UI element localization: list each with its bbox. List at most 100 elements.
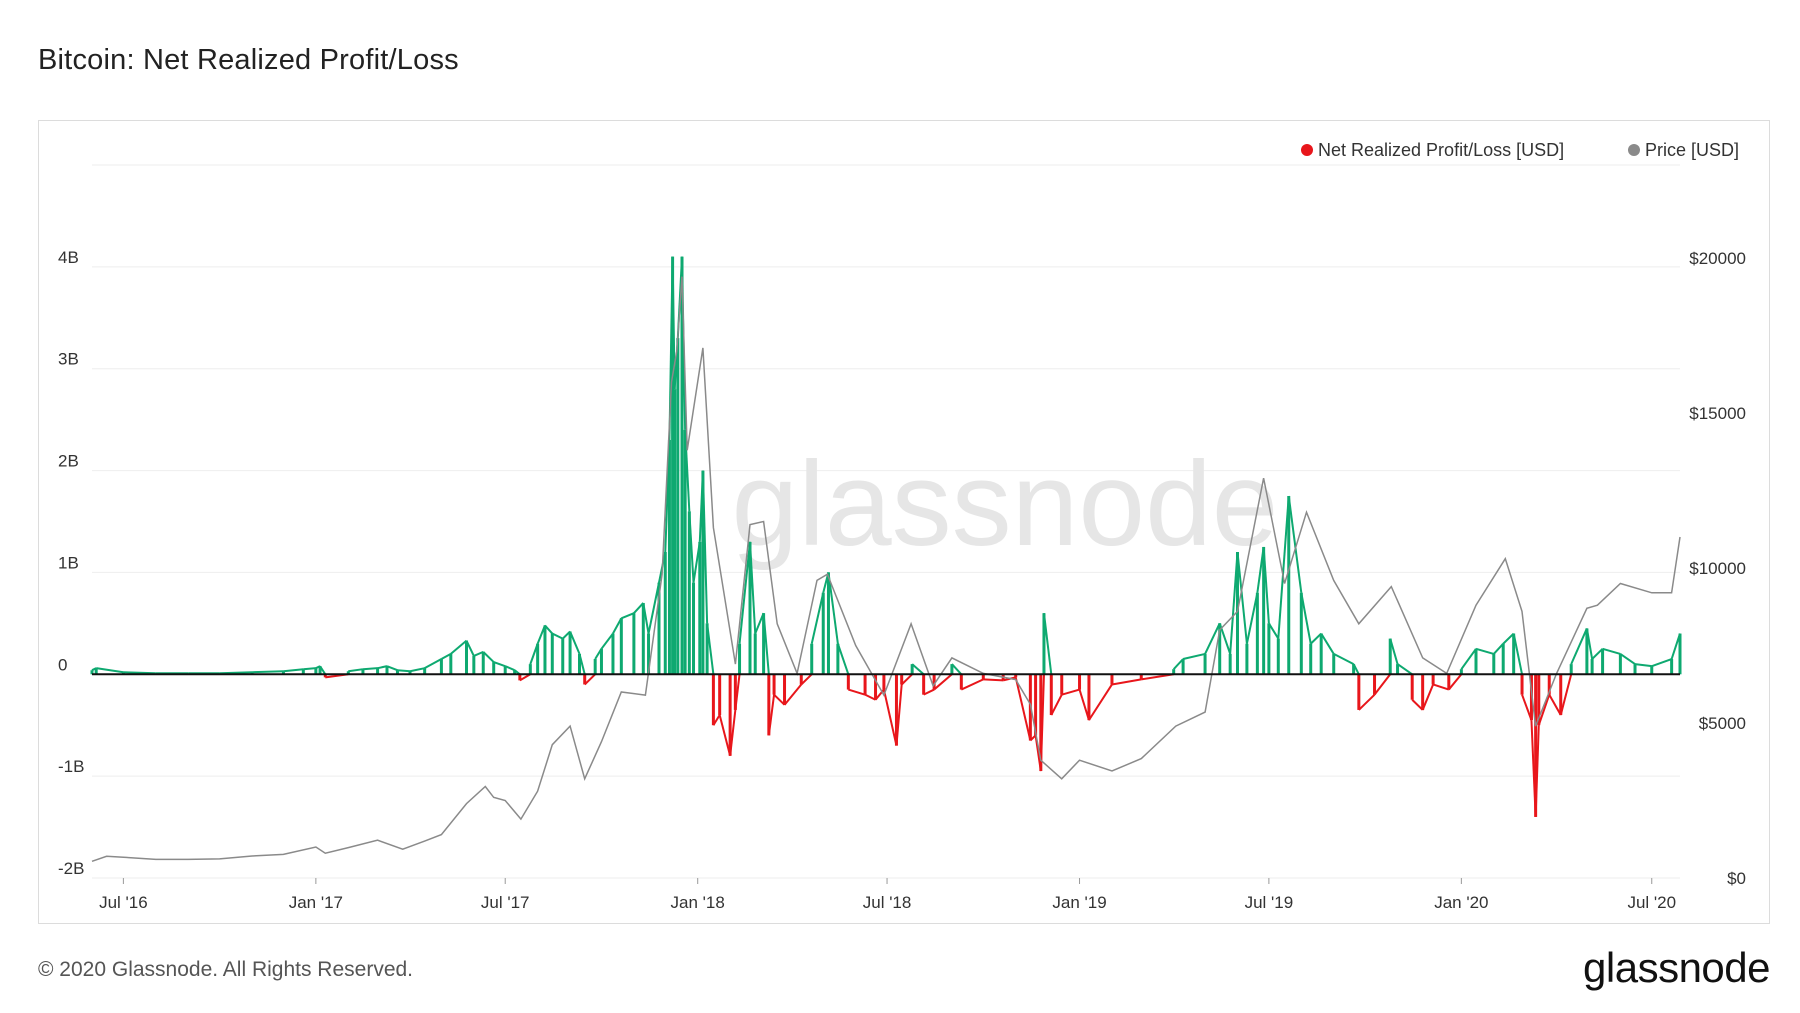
profit-segment — [1602, 647, 1621, 655]
y-left-tick-label: 4B — [58, 248, 79, 267]
profit-segment — [642, 602, 650, 634]
profit-segment — [600, 632, 614, 650]
legend-label-net-realized-pl[interactable]: Net Realized Profit/Loss [USD] — [1318, 140, 1564, 160]
watermark: glassnode — [731, 437, 1278, 571]
chart-frame — [38, 120, 1770, 924]
profit-segment — [1352, 663, 1360, 675]
legend: Net Realized Profit/Loss [USD] Price [US… — [1301, 140, 1739, 160]
profit-segment — [1236, 551, 1248, 644]
x-tick-label: Jan '17 — [289, 893, 343, 912]
profit-segment — [362, 667, 378, 671]
profit-segment — [1042, 613, 1053, 675]
profit-segment — [827, 572, 839, 644]
loss-segment — [1358, 693, 1376, 711]
profit-segment — [96, 667, 124, 674]
loss-segment — [900, 673, 913, 686]
loss-segment — [1559, 674, 1573, 716]
profit-segment — [569, 631, 581, 655]
profit-segment — [1262, 546, 1270, 624]
loss-segment — [1061, 688, 1080, 696]
profit-segment — [303, 667, 316, 671]
profit-segment — [688, 511, 695, 583]
loss-segment — [864, 693, 876, 701]
y-right-tick-label: $10000 — [1689, 559, 1746, 578]
chart-title: Bitcoin: Net Realized Profit/Loss — [38, 44, 459, 76]
profit-segment — [836, 643, 850, 675]
profit-segment — [1585, 628, 1594, 660]
profit-segment — [409, 667, 425, 673]
legend-dot-net-realized-pl — [1301, 144, 1313, 156]
profit-segment — [951, 663, 963, 675]
profit-segment — [377, 665, 388, 670]
profit-segment — [647, 582, 660, 634]
y-left-tick-label: -1B — [58, 757, 84, 776]
profit-segment — [1396, 663, 1413, 676]
loss-segment — [895, 684, 903, 746]
profit-segment — [450, 639, 468, 655]
copyright-text: © 2020 Glassnode. All Rights Reserved. — [38, 958, 414, 981]
profit-segment — [1591, 648, 1604, 660]
profit-segment — [219, 671, 253, 675]
profit-segment — [397, 669, 411, 673]
loss-segment — [1039, 674, 1045, 772]
profit-segment — [1460, 648, 1477, 670]
loss-segment — [1534, 725, 1540, 817]
profit-segment — [701, 470, 709, 624]
loss-segment — [718, 714, 732, 757]
profit-segment — [473, 650, 484, 657]
profit-segment — [504, 665, 516, 672]
loss-segment — [584, 673, 596, 686]
loss-segment — [882, 689, 898, 746]
profit-segment — [1475, 647, 1495, 655]
profit-segment — [440, 653, 452, 660]
profit-segment — [762, 613, 770, 675]
profit-segment — [1570, 628, 1588, 665]
loss-segment — [1537, 694, 1551, 726]
profit-segment — [1493, 643, 1504, 655]
profit-segment — [633, 602, 645, 614]
profit-segment — [684, 429, 691, 512]
loss-segment — [773, 693, 786, 706]
profit-segment — [252, 670, 284, 674]
y-axis-left: 4B 3B 2B 1B 0 -1B -2B — [58, 248, 84, 878]
legend-label-price[interactable]: Price [USD] — [1645, 140, 1739, 160]
loss-segment — [734, 674, 741, 711]
x-axis: Jul '16 Jan '17 Jul '17 Jan '18 Jul '18 Jan '… — [99, 878, 1676, 912]
loss-segment — [960, 678, 984, 691]
loss-segment — [1432, 683, 1450, 691]
y-right-tick-label: $15000 — [1689, 404, 1746, 423]
loss-segment — [1050, 694, 1063, 716]
loss-segment — [1548, 694, 1562, 716]
profit-segment — [1268, 622, 1280, 640]
profit-segment — [1172, 658, 1184, 670]
profit-segment — [1300, 592, 1312, 644]
y-right-tick-label: $5000 — [1699, 714, 1746, 733]
loss-segment — [933, 673, 953, 691]
profit-segment — [544, 624, 554, 635]
profit-segment — [578, 653, 586, 675]
profit-segment — [386, 665, 398, 672]
y-right-tick-label: $0 — [1727, 869, 1746, 888]
x-tick-label: Jul '18 — [863, 893, 912, 912]
loss-segment — [1373, 673, 1392, 696]
loss-segment — [1014, 677, 1032, 741]
loss-segment — [848, 688, 866, 696]
loss-segment — [1411, 699, 1424, 711]
x-tick-label: Jan '19 — [1052, 893, 1106, 912]
profit-segment — [911, 663, 925, 676]
loss-segment — [1448, 673, 1463, 691]
profit-segment — [348, 668, 364, 673]
y-right-tick-label: $20000 — [1689, 249, 1746, 268]
profit-segment — [1502, 632, 1515, 645]
y-left-tick-label: 2B — [58, 452, 79, 471]
profit-segment — [482, 651, 495, 663]
profit-segment — [749, 541, 757, 634]
loss-segment — [1088, 683, 1113, 721]
profit-segment — [424, 658, 442, 670]
loss-segment — [983, 678, 1004, 682]
y-left-tick-label: 3B — [58, 350, 79, 369]
x-tick-label: Jan '20 — [1434, 893, 1488, 912]
profit-segment — [810, 592, 825, 644]
loss-segment — [783, 683, 803, 706]
profit-segment — [1634, 663, 1652, 668]
